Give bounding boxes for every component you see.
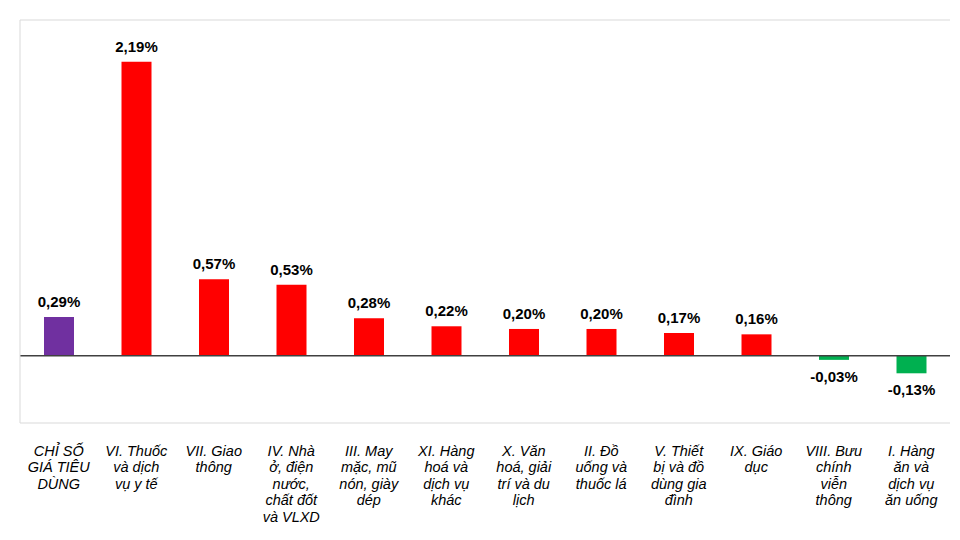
svg-text:V. Thiếtbị và đồdùng giađình: V. Thiếtbị và đồdùng giađình	[651, 443, 707, 509]
svg-text:0,53%: 0,53%	[270, 261, 313, 278]
svg-text:0,20%: 0,20%	[580, 305, 623, 322]
svg-text:X. Vănhoá, giảitrí và dulịch: X. Vănhoá, giảitrí và dulịch	[496, 443, 552, 509]
svg-text:XI. Hànghoá vàdịch vụkhác: XI. Hànghoá vàdịch vụkhác	[417, 443, 474, 509]
svg-text:0,20%: 0,20%	[503, 305, 546, 322]
svg-text:VII. Giaothông: VII. Giaothông	[186, 443, 242, 476]
svg-text:I. Hàngăn vàdịch vụăn uống: I. Hàngăn vàdịch vụăn uống	[885, 443, 937, 509]
svg-text:0,29%: 0,29%	[38, 293, 81, 310]
svg-text:IV. Nhàở, điệnnước,chất đốtvà: IV. Nhàở, điệnnước,chất đốtvà VLXD	[263, 443, 320, 525]
svg-text:VI. Thuốcvà dịchvụ y tế: VI. Thuốcvà dịchvụ y tế	[105, 443, 168, 492]
svg-text:0,22%: 0,22%	[425, 302, 468, 319]
svg-text:0,17%: 0,17%	[658, 309, 701, 326]
svg-text:-0,13%: -0,13%	[888, 381, 936, 398]
svg-text:0,16%: 0,16%	[735, 310, 778, 327]
svg-text:-0,03%: -0,03%	[810, 368, 858, 385]
svg-text:III. Maymặc, mũnón, giàydép: III. Maymặc, mũnón, giàydép	[339, 443, 399, 509]
svg-text:CHỈ SỐGIÁ TIÊUDÙNG: CHỈ SỐGIÁ TIÊUDÙNG	[28, 442, 91, 492]
svg-text:IX. Giáodục: IX. Giáodục	[730, 443, 782, 476]
svg-text:II. Đồuống vàthuốc lá: II. Đồuống vàthuốc lá	[575, 443, 627, 492]
svg-text:0,28%: 0,28%	[348, 294, 391, 311]
svg-text:2,19%: 2,19%	[115, 38, 158, 55]
svg-text:VIII. Bưuchínhviễnthông: VIII. Bưuchínhviễnthông	[805, 443, 862, 509]
svg-text:0,57%: 0,57%	[193, 255, 236, 272]
